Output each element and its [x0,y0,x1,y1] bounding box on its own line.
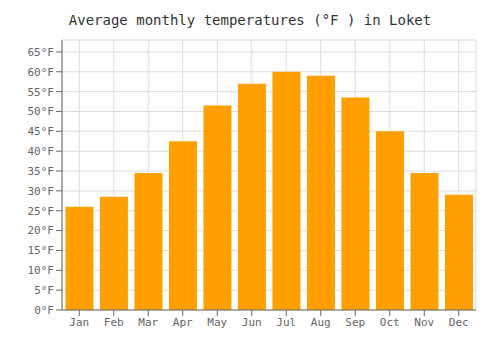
svg-text:65°F: 65°F [28,46,55,59]
svg-text:10°F: 10°F [28,264,55,277]
svg-text:Jan: Jan [69,316,89,329]
svg-text:20°F: 20°F [28,224,55,237]
svg-text:Dec: Dec [449,316,469,329]
svg-text:Jul: Jul [276,316,296,329]
svg-text:Feb: Feb [104,316,124,329]
svg-text:50°F: 50°F [28,105,55,118]
svg-text:15°F: 15°F [28,244,55,257]
svg-text:Mar: Mar [138,316,158,329]
svg-text:25°F: 25°F [28,205,55,218]
svg-text:0°F: 0°F [34,304,54,317]
svg-text:Aug: Aug [311,316,331,329]
svg-text:May: May [207,316,227,329]
svg-text:45°F: 45°F [28,125,55,138]
svg-text:Nov: Nov [414,316,434,329]
svg-text:60°F: 60°F [28,66,55,79]
svg-text:5°F: 5°F [34,284,54,297]
svg-text:55°F: 55°F [28,86,55,99]
svg-text:30°F: 30°F [28,185,55,198]
svg-text:Oct: Oct [380,316,400,329]
svg-text:35°F: 35°F [28,165,55,178]
svg-text:Jun: Jun [242,316,262,329]
svg-text:40°F: 40°F [28,145,55,158]
svg-text:Sep: Sep [345,316,365,329]
svg-text:Apr: Apr [173,316,193,329]
html-text:Average monthly temperatures (: Average monthly temperatures (°F ) in Lo… [68,12,432,28]
